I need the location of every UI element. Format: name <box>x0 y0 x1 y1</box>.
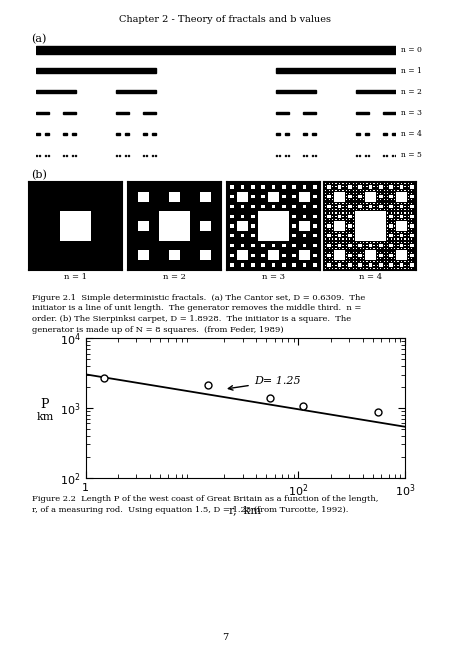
X-axis label: n = 1: n = 1 <box>64 272 87 281</box>
Text: n = 2: n = 2 <box>401 88 422 96</box>
Text: n = 4: n = 4 <box>401 130 422 138</box>
Bar <box>386 155 387 156</box>
Bar <box>154 155 156 156</box>
Bar <box>63 133 67 135</box>
Text: km: km <box>36 412 54 423</box>
Bar <box>119 155 121 156</box>
Bar <box>279 155 280 156</box>
Bar <box>382 155 384 156</box>
Bar <box>311 133 316 135</box>
Bar <box>365 155 366 156</box>
Bar <box>45 155 46 156</box>
Bar <box>36 155 37 156</box>
Bar <box>276 112 289 114</box>
Bar <box>303 133 307 135</box>
Bar <box>36 46 396 53</box>
Bar <box>125 155 126 156</box>
Bar <box>356 155 357 156</box>
Bar <box>72 133 76 135</box>
Bar <box>356 90 396 94</box>
Bar <box>276 155 278 156</box>
Bar <box>72 155 73 156</box>
X-axis label: n = 4: n = 4 <box>359 272 382 281</box>
Text: n = 0: n = 0 <box>401 46 422 53</box>
Bar <box>36 112 50 114</box>
Bar <box>128 155 129 156</box>
Bar <box>306 155 307 156</box>
Text: P: P <box>41 398 49 411</box>
Bar <box>36 68 156 73</box>
X-axis label: n = 3: n = 3 <box>262 272 285 281</box>
Bar <box>276 68 396 73</box>
Bar <box>116 90 156 94</box>
Bar <box>66 155 67 156</box>
Bar <box>382 112 396 114</box>
Bar <box>143 112 156 114</box>
Bar <box>285 155 286 156</box>
Bar <box>356 112 369 114</box>
Bar <box>303 155 304 156</box>
Bar <box>359 155 360 156</box>
Bar <box>368 155 369 156</box>
Text: Figure 2.1  Simple deterministic fractals.  (a) The Cantor set, D = 0.6309.  The: Figure 2.1 Simple deterministic fractals… <box>32 294 365 334</box>
Bar <box>276 90 316 94</box>
Bar <box>392 133 396 135</box>
Bar <box>395 155 396 156</box>
Bar <box>365 133 369 135</box>
Text: 7: 7 <box>222 633 228 642</box>
Bar <box>45 133 50 135</box>
Bar <box>36 90 76 94</box>
Text: n = 1: n = 1 <box>401 67 422 75</box>
Bar <box>382 133 387 135</box>
Bar <box>152 133 156 135</box>
X-axis label: r,  km: r, km <box>229 505 261 515</box>
Bar <box>75 155 76 156</box>
Bar <box>356 133 360 135</box>
Bar <box>143 155 144 156</box>
Text: Chapter 2 - Theory of fractals and b values: Chapter 2 - Theory of fractals and b val… <box>119 15 331 24</box>
Bar <box>116 133 121 135</box>
Text: n = 5: n = 5 <box>401 151 422 159</box>
Text: D= 1.25: D= 1.25 <box>228 376 300 390</box>
Bar <box>276 133 280 135</box>
X-axis label: n = 2: n = 2 <box>163 272 186 281</box>
Bar <box>288 155 289 156</box>
Bar <box>285 133 289 135</box>
Bar <box>116 112 129 114</box>
Bar <box>116 155 117 156</box>
Bar <box>392 155 393 156</box>
Text: n = 3: n = 3 <box>401 109 423 117</box>
Bar <box>152 155 153 156</box>
Bar <box>63 112 76 114</box>
Bar <box>143 133 147 135</box>
Bar <box>315 155 316 156</box>
Bar <box>303 112 316 114</box>
Text: (a): (a) <box>32 34 47 44</box>
Bar <box>39 155 40 156</box>
Text: (b): (b) <box>32 170 47 181</box>
Bar <box>146 155 147 156</box>
Bar <box>36 133 40 135</box>
Bar <box>311 155 313 156</box>
Bar <box>125 133 129 135</box>
Bar <box>48 155 50 156</box>
Text: Figure 2.2  Length P of the west coast of Great Britain as a function of the len: Figure 2.2 Length P of the west coast of… <box>32 495 378 514</box>
Bar <box>63 155 64 156</box>
